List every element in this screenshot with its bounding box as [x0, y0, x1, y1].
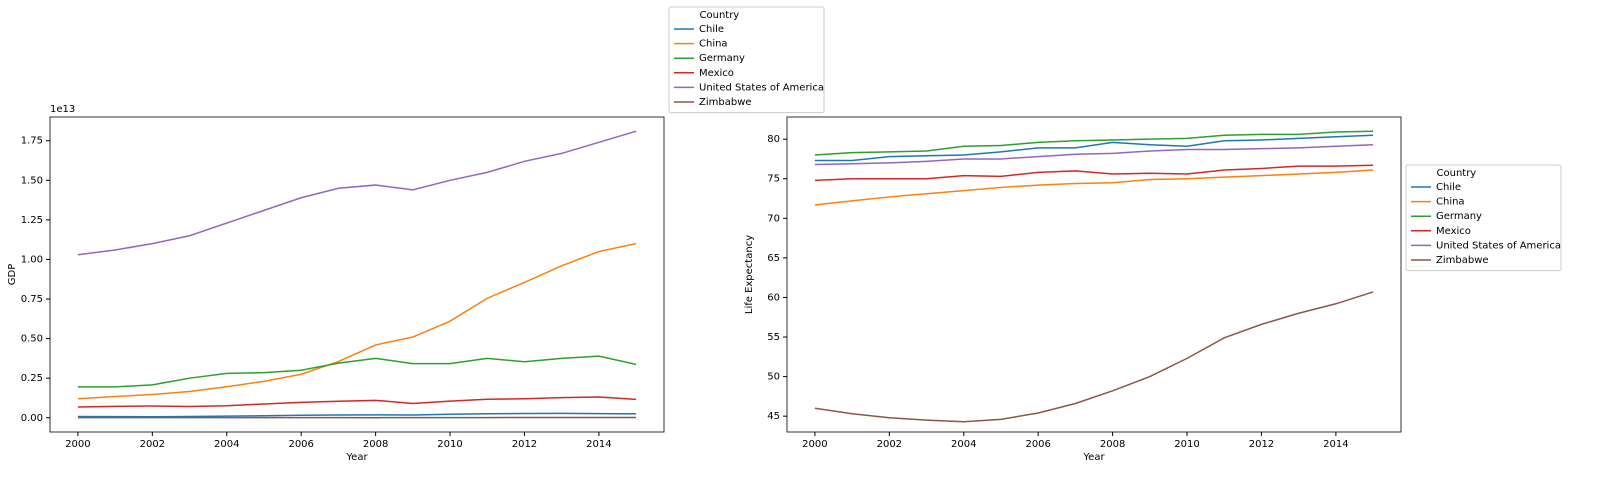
y-tick-label: 80	[767, 134, 780, 145]
x-tick-label: 2002	[877, 439, 902, 450]
x-tick-label: 2006	[1025, 439, 1050, 450]
legend-label: Germany	[1436, 211, 1482, 222]
series-line	[814, 291, 1374, 423]
x-tick-label: 2010	[437, 439, 462, 450]
x-axis-label: Year	[1082, 452, 1105, 463]
y-tick-label: 75	[767, 174, 780, 185]
x-tick-label: 2004	[214, 439, 239, 450]
x-tick-label: 2008	[363, 439, 388, 450]
axes-frame	[49, 116, 665, 433]
y-axis-label: Life Expectancy	[744, 235, 755, 314]
legend-label: Zimbabwe	[1436, 255, 1489, 266]
legend-label: United States of America	[699, 82, 824, 93]
x-tick-label: 2012	[512, 439, 537, 450]
series-line	[77, 396, 637, 408]
y-tick-label: 0.75	[21, 294, 43, 305]
x-tick-label: 2000	[802, 439, 827, 450]
series-line	[77, 130, 637, 256]
y-tick-label: 0.50	[21, 334, 43, 345]
y-tick-label: 45	[767, 411, 780, 422]
legend-title: Country	[700, 10, 740, 21]
axes-frame	[786, 116, 1402, 433]
legend-frame	[1405, 164, 1562, 272]
series-line	[77, 412, 637, 418]
legend-label: United States of America	[1436, 240, 1561, 251]
legend-label: China	[1436, 197, 1465, 208]
y-tick-label: 60	[767, 292, 780, 303]
series-line	[814, 143, 1374, 166]
series-line	[814, 134, 1374, 162]
x-tick-label: 2008	[1100, 439, 1125, 450]
series-line	[814, 164, 1374, 182]
x-tick-label: 2014	[1323, 439, 1348, 450]
series-line	[814, 130, 1374, 156]
legend-label: China	[699, 39, 728, 50]
x-tick-label: 2014	[586, 439, 611, 450]
y-tick-label: 1.00	[21, 254, 43, 265]
x-axis-label: Year	[345, 452, 368, 463]
y-tick-label: 65	[767, 253, 780, 264]
x-tick-label: 2010	[1174, 439, 1199, 450]
legend-label: Mexico	[1436, 226, 1471, 237]
x-tick-label: 2006	[288, 439, 313, 450]
x-tick-label: 2012	[1249, 439, 1274, 450]
legend-title: Country	[1437, 168, 1477, 179]
legend-label: Chile	[1436, 182, 1461, 193]
x-tick-label: 2004	[951, 439, 976, 450]
offset-text: 1e13	[50, 104, 75, 115]
y-tick-label: 1.75	[21, 136, 43, 147]
y-tick-label: 50	[767, 372, 780, 383]
y-tick-label: 1.25	[21, 215, 43, 226]
y-tick-label: 70	[767, 213, 780, 224]
legend-label: Zimbabwe	[699, 97, 752, 108]
series-line	[77, 242, 637, 400]
y-tick-label: 55	[767, 332, 780, 343]
legend-label: Germany	[699, 53, 745, 64]
x-tick-label: 2000	[65, 439, 90, 450]
y-axis-label: GDP	[7, 264, 18, 285]
x-tick-label: 2002	[140, 439, 165, 450]
series-line	[814, 169, 1374, 206]
series-line	[77, 355, 637, 388]
legend-label: Mexico	[699, 68, 734, 79]
y-tick-label: 1.50	[21, 175, 43, 186]
legend-label: Chile	[699, 24, 724, 35]
y-tick-label: 0.00	[21, 413, 43, 424]
legend-frame	[668, 6, 825, 114]
y-tick-label: 0.25	[21, 373, 43, 384]
